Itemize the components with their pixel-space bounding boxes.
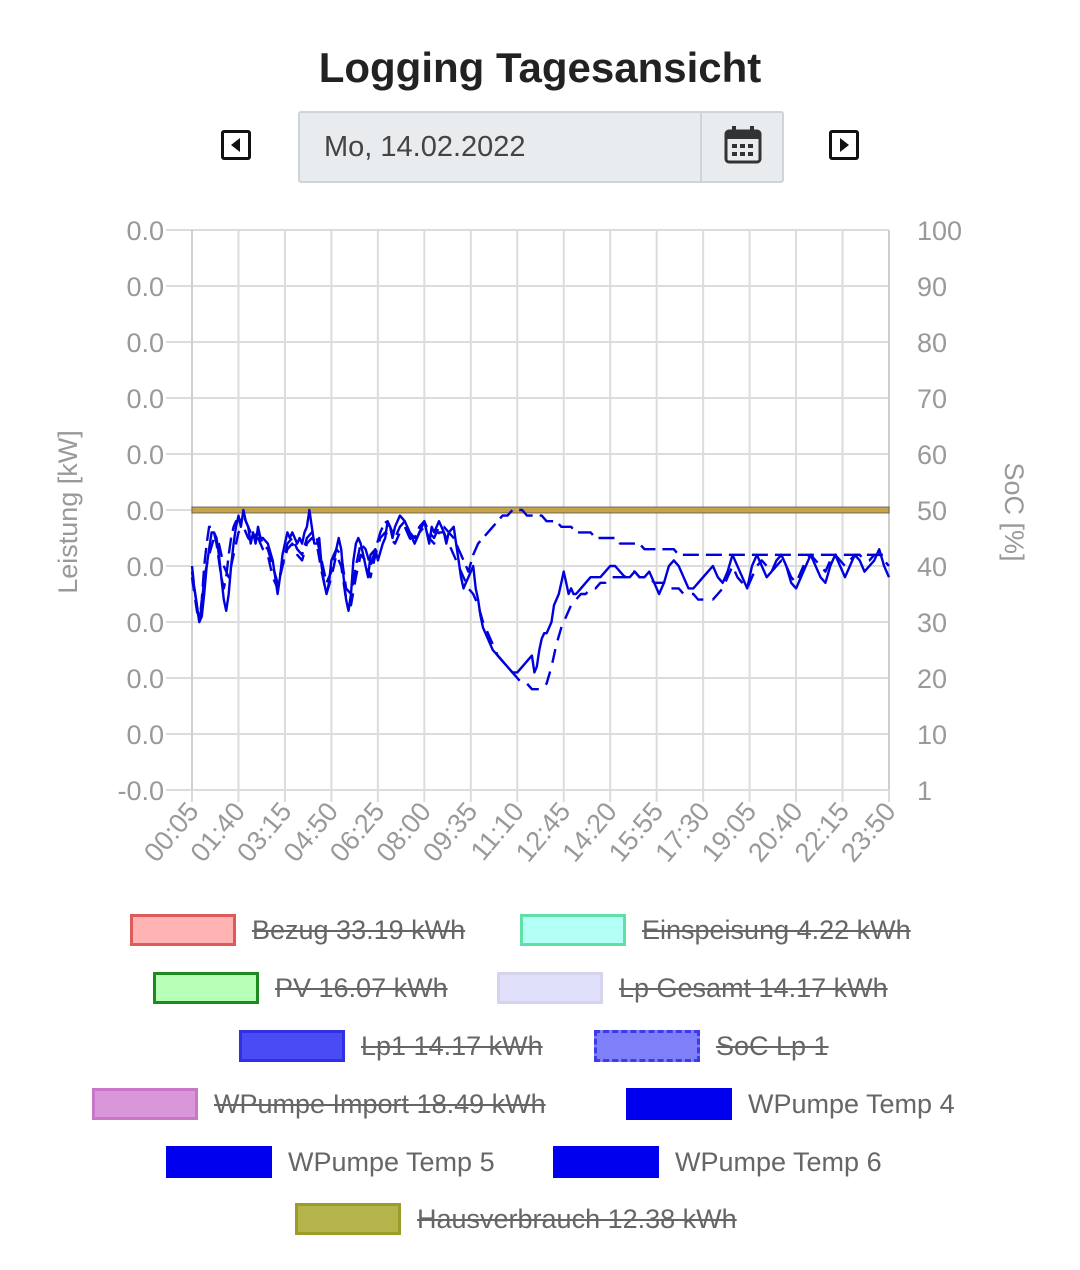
series-line-2	[190, 508, 889, 624]
x-tick-label: 23:50	[835, 797, 901, 868]
legend-item[interactable]: WPumpe Import 18.49 kWh	[92, 1084, 546, 1124]
legend-label: WPumpe Temp 6	[675, 1146, 882, 1177]
legend-item[interactable]: Hausverbrauch 12.38 kWh	[295, 1199, 737, 1239]
y-left-tick-label: 0.0	[126, 720, 164, 750]
series-line-3	[190, 525, 890, 691]
legend-swatch	[594, 1030, 700, 1062]
legend-row: WPumpe Temp 5 WPumpe Temp 6	[0, 1142, 1080, 1182]
legend-label: Bezug 33.19 kWh	[252, 914, 466, 945]
legend-item[interactable]: WPumpe Temp 4	[626, 1084, 955, 1124]
y-left-tick-label: 0.0	[126, 384, 164, 414]
legend-swatch	[130, 914, 236, 946]
y-left-tick-label: -0.0	[117, 776, 164, 806]
y-left-tick-label: 0.0	[126, 608, 164, 638]
legend-label: Lp Gesamt 14.17 kWh	[619, 972, 888, 1003]
date-input[interactable]: Mo, 14.02.2022	[324, 131, 526, 163]
legend-item[interactable]: Lp1 14.17 kWh	[239, 1026, 543, 1066]
y-left-tick-label: 0.0	[126, 664, 164, 694]
y-right-tick-label: 90	[917, 272, 947, 302]
legend-row: WPumpe Import 18.49 kWh WPumpe Temp 4	[0, 1084, 1080, 1124]
y-right-tick-label: 70	[917, 384, 947, 414]
y-right-tick-label: 10	[917, 720, 947, 750]
y-axis-left-label: Leistung [kW]	[53, 430, 83, 594]
next-day-button[interactable]	[829, 130, 859, 160]
chart-ticks: 0.0 100 0.0 90 0.0 80 0.0 70 0.0 60 0.0 50 0.0 40 0.0 3…	[117, 216, 962, 868]
zero-line	[191, 506, 890, 514]
legend-item[interactable]: WPumpe Temp 6	[553, 1142, 882, 1182]
legend-row: Lp1 14.17 kWh SoC Lp 1	[0, 1026, 1080, 1066]
legend-row: Hausverbrauch 12.38 kWh	[0, 1199, 1080, 1239]
y-right-tick-label: 60	[917, 440, 947, 470]
y-left-tick-label: 0.0	[126, 328, 164, 358]
legend-swatch	[553, 1146, 659, 1178]
date-picker[interactable]: Mo, 14.02.2022	[298, 111, 784, 183]
legend-item[interactable]: PV 16.07 kWh	[153, 968, 448, 1008]
chart-series	[190, 506, 891, 691]
legend-item[interactable]: Einspeisung 4.22 kWh	[520, 910, 911, 950]
y-right-tick-label: 20	[917, 664, 947, 694]
legend-item[interactable]: WPumpe Temp 5	[166, 1142, 495, 1182]
previous-day-button[interactable]	[221, 130, 251, 160]
series-line-1	[190, 508, 891, 674]
legend-row: PV 16.07 kWh Lp Gesamt 14.17 kWh	[0, 968, 1080, 1008]
legend-swatch	[626, 1088, 732, 1120]
calendar-icon	[724, 126, 762, 164]
y-left-tick-label: 0.0	[126, 552, 164, 582]
page-title: Logging Tagesansicht	[318, 44, 762, 91]
caret-left-icon	[231, 138, 240, 152]
legend-swatch	[295, 1203, 401, 1235]
legend-label: SoC Lp 1	[716, 1030, 829, 1061]
legend-swatch	[92, 1088, 198, 1120]
legend-row: Bezug 33.19 kWh Einspeisung 4.22 kWh	[0, 910, 1080, 950]
legend-label: WPumpe Temp 5	[288, 1146, 495, 1177]
legend-item[interactable]: Bezug 33.19 kWh	[130, 910, 465, 950]
legend-swatch	[153, 972, 259, 1004]
legend-label: Lp1 14.17 kWh	[361, 1030, 543, 1061]
legend-label: Hausverbrauch 12.38 kWh	[417, 1203, 737, 1234]
chart: 0.0 100 0.0 90 0.0 80 0.0 70 0.0 60 0.0 50 0.0 40 0.0 3…	[53, 216, 1029, 868]
y-left-tick-label: 0.0	[126, 216, 164, 246]
legend-label: WPumpe Import 18.49 kWh	[214, 1088, 546, 1119]
legend-swatch	[497, 972, 603, 1004]
legend-label: Einspeisung 4.22 kWh	[642, 914, 911, 945]
y-left-tick-label: 0.0	[126, 272, 164, 302]
y-right-tick-label: 30	[917, 608, 947, 638]
legend-item[interactable]: Lp Gesamt 14.17 kWh	[497, 968, 888, 1008]
caret-right-icon	[840, 138, 849, 152]
y-right-tick-label: 80	[917, 328, 947, 358]
legend-swatch	[166, 1146, 272, 1178]
y-left-tick-label: 0.0	[126, 440, 164, 470]
legend-swatch	[520, 914, 626, 946]
y-right-tick-label: 50	[917, 496, 947, 526]
legend-label: PV 16.07 kWh	[275, 972, 448, 1003]
y-right-tick-label: 40	[917, 552, 947, 582]
y-right-tick-label: 1	[917, 776, 932, 806]
x-tick-label: 09:35	[417, 797, 483, 868]
legend-swatch	[239, 1030, 345, 1062]
legend-label: WPumpe Temp 4	[748, 1088, 955, 1119]
y-right-tick-label: 100	[917, 216, 962, 246]
calendar-button[interactable]	[700, 113, 782, 181]
legend-item[interactable]: SoC Lp 1	[594, 1026, 829, 1066]
y-left-tick-label: 0.0	[126, 496, 164, 526]
y-axis-right-label: SoC [%]	[999, 462, 1029, 561]
